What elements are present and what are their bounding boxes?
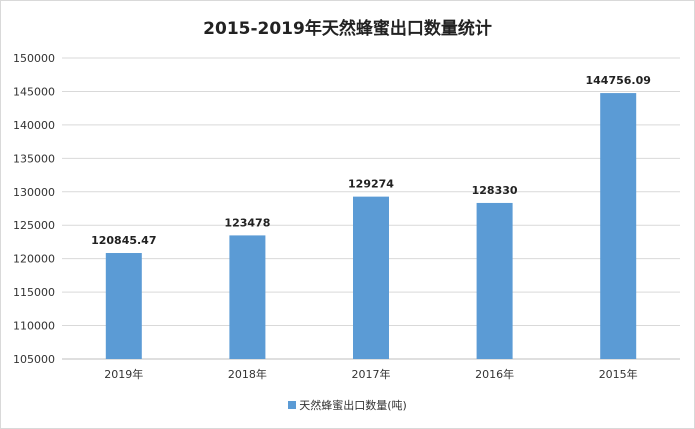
bar-value-label: 123478 — [224, 216, 270, 229]
bar-value-label: 129274 — [348, 178, 394, 191]
x-tick-label: 2016年 — [475, 367, 514, 381]
x-tick-label: 2018年 — [228, 367, 267, 381]
y-tick-label: 120000 — [13, 253, 55, 266]
bar — [600, 93, 637, 359]
chart-title: 2015-2019年天然蜂蜜出口数量统计 — [203, 19, 492, 39]
y-tick-label: 150000 — [13, 52, 55, 65]
legend-label: 天然蜂蜜出口数量(吨) — [299, 399, 407, 412]
legend: 天然蜂蜜出口数量(吨) — [0, 397, 695, 413]
legend-swatch — [288, 401, 297, 409]
bars — [105, 93, 637, 359]
y-tick-label: 110000 — [13, 320, 55, 333]
y-tick-label: 145000 — [13, 85, 55, 98]
y-tick-label: 130000 — [13, 186, 55, 199]
data-labels: 120845.47 123478 129274 128330 144756.09 — [91, 74, 651, 247]
y-tick-label: 125000 — [13, 219, 55, 232]
y-tick-label: 115000 — [13, 286, 55, 299]
y-axis-ticks: 105000 110000 115000 120000 125000 130000 1350… — [13, 52, 55, 366]
bar — [229, 235, 266, 359]
bar — [105, 253, 142, 359]
x-axis-ticks: 2019年 2018年 2017年 2016年 2015年 — [104, 367, 637, 381]
x-tick-label: 2017年 — [352, 367, 391, 381]
bar-value-label: 120845.47 — [91, 234, 156, 247]
y-tick-label: 105000 — [13, 353, 55, 366]
bar — [476, 202, 513, 359]
bar — [353, 196, 389, 359]
y-tick-label: 140000 — [13, 119, 55, 132]
x-tick-label: 2019年 — [104, 367, 143, 381]
y-tick-label: 135000 — [13, 152, 55, 165]
bar-value-label: 128330 — [472, 184, 518, 197]
bar-value-label: 144756.09 — [585, 74, 650, 87]
x-tick-label: 2015年 — [599, 367, 638, 381]
